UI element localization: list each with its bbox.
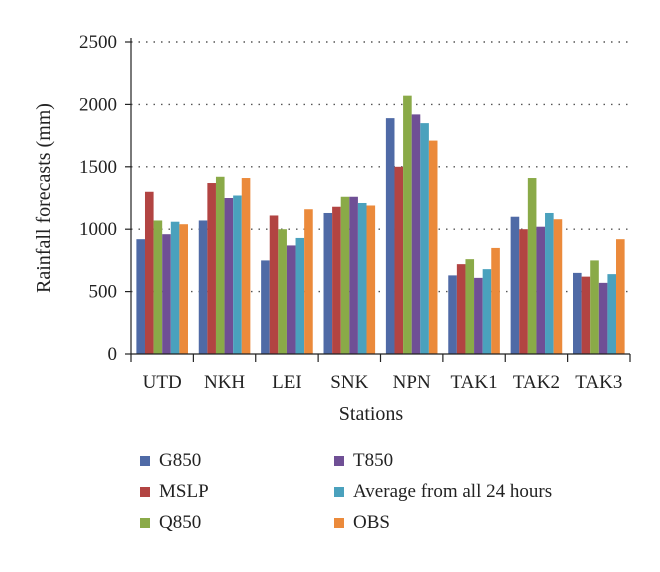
bar-tak2-3 — [527, 178, 537, 354]
bar-utd-6 — [179, 224, 188, 354]
bar-utd-2 — [144, 191, 154, 354]
legend-label: Average from all 24 hours — [353, 481, 552, 502]
y-tick-label: 1000 — [79, 219, 117, 240]
bar-tak1-4 — [474, 277, 483, 354]
bar-nkh-5 — [233, 195, 242, 354]
legend-label: T850 — [353, 450, 393, 471]
legend-swatch — [334, 456, 344, 466]
legend-item: T850 — [334, 450, 393, 471]
legend-swatch — [334, 518, 344, 528]
bar-tak3-6 — [616, 239, 625, 354]
bar-lei-4 — [286, 245, 296, 354]
bar-nkh-6 — [241, 178, 251, 354]
bar-snk-6 — [366, 205, 376, 354]
legend-item: MSLP — [140, 481, 209, 502]
legend-label: MSLP — [159, 481, 209, 502]
bar-utd-4 — [162, 234, 171, 354]
x-tick-label: TAK3 — [575, 372, 622, 393]
y-tick-label: 2500 — [79, 32, 117, 53]
bar-lei-3 — [278, 229, 287, 354]
legend-label: G850 — [159, 450, 201, 471]
bar-npn-5 — [420, 123, 429, 355]
legend-label: OBS — [353, 512, 390, 533]
bar-nkh-4 — [224, 198, 234, 354]
bar-lei-1 — [261, 260, 270, 354]
bar-utd-3 — [153, 220, 163, 354]
bar-nkh-1 — [198, 220, 208, 354]
legend-swatch — [334, 487, 344, 497]
bar-tak1-3 — [465, 259, 475, 354]
bar-nkh-3 — [215, 176, 225, 354]
y-tick-label: 0 — [108, 344, 118, 365]
legend-item: Average from all 24 hours — [334, 481, 552, 502]
legend-item: OBS — [334, 512, 390, 533]
bar-npn-4 — [411, 114, 421, 354]
bar-npn-6 — [428, 140, 438, 354]
bar-npn-2 — [394, 166, 404, 354]
bar-tak1-2 — [456, 264, 466, 354]
bar-snk-5 — [357, 202, 367, 354]
legend: G850 MSLP Q850 T850 Average from all 24 hour… — [140, 450, 552, 533]
legend-label: Q850 — [159, 512, 201, 533]
bar-utd-1 — [136, 239, 145, 354]
bars — [136, 95, 625, 355]
legend-item: Q850 — [140, 512, 201, 533]
bar-snk-3 — [340, 196, 350, 354]
x-tick-label: LEI — [272, 372, 302, 393]
y-axis-label: Rainfall forecasts (mm) — [33, 103, 55, 293]
bar-tak2-1 — [510, 216, 520, 354]
x-tick-label: UTD — [143, 372, 182, 393]
bar-npn-1 — [385, 118, 395, 355]
bar-nkh-2 — [207, 183, 216, 354]
bar-tak1-1 — [448, 275, 457, 354]
bar-lei-2 — [269, 215, 279, 354]
x-tick-label: SNK — [330, 372, 368, 393]
legend-swatch — [140, 456, 150, 466]
bar-tak3-2 — [581, 276, 591, 354]
bar-tak2-5 — [545, 212, 554, 354]
y-tick-label: 1500 — [79, 157, 117, 178]
bar-tak1-5 — [482, 269, 492, 354]
y-tick-labels: 0 500 1000 1500 2000 2500 — [79, 32, 117, 365]
x-tick-label: NPN — [393, 372, 431, 393]
bar-lei-6 — [304, 209, 313, 354]
bar-lei-5 — [295, 237, 305, 354]
x-axis-label: Stations — [339, 403, 404, 425]
x-tick-label: TAK1 — [451, 372, 498, 393]
legend-swatch — [140, 518, 150, 528]
bar-tak3-5 — [607, 274, 617, 354]
axes — [125, 38, 631, 362]
bar-snk-2 — [332, 206, 341, 354]
x-tick-label: TAK2 — [513, 372, 560, 393]
bar-tak2-4 — [536, 226, 546, 354]
legend-item: G850 — [140, 450, 201, 471]
bar-snk-1 — [323, 212, 333, 354]
bar-tak2-2 — [519, 229, 528, 354]
y-tick-label: 2000 — [79, 94, 117, 115]
x-tick-label: NKH — [204, 372, 245, 393]
bar-tak1-6 — [491, 247, 500, 354]
bar-tak3-4 — [598, 282, 608, 354]
bar-utd-5 — [170, 221, 180, 354]
x-tick-labels: UTD NKH LEI SNK NPN TAK1 TAK2 TAK3 — [143, 372, 623, 393]
y-tick-label: 500 — [89, 282, 118, 303]
legend-swatch — [140, 487, 150, 497]
bar-npn-3 — [403, 95, 412, 354]
bar-tak3-1 — [573, 272, 582, 354]
bar-tak2-6 — [553, 219, 563, 354]
bar-tak3-3 — [590, 260, 599, 354]
bar-snk-4 — [349, 196, 358, 354]
